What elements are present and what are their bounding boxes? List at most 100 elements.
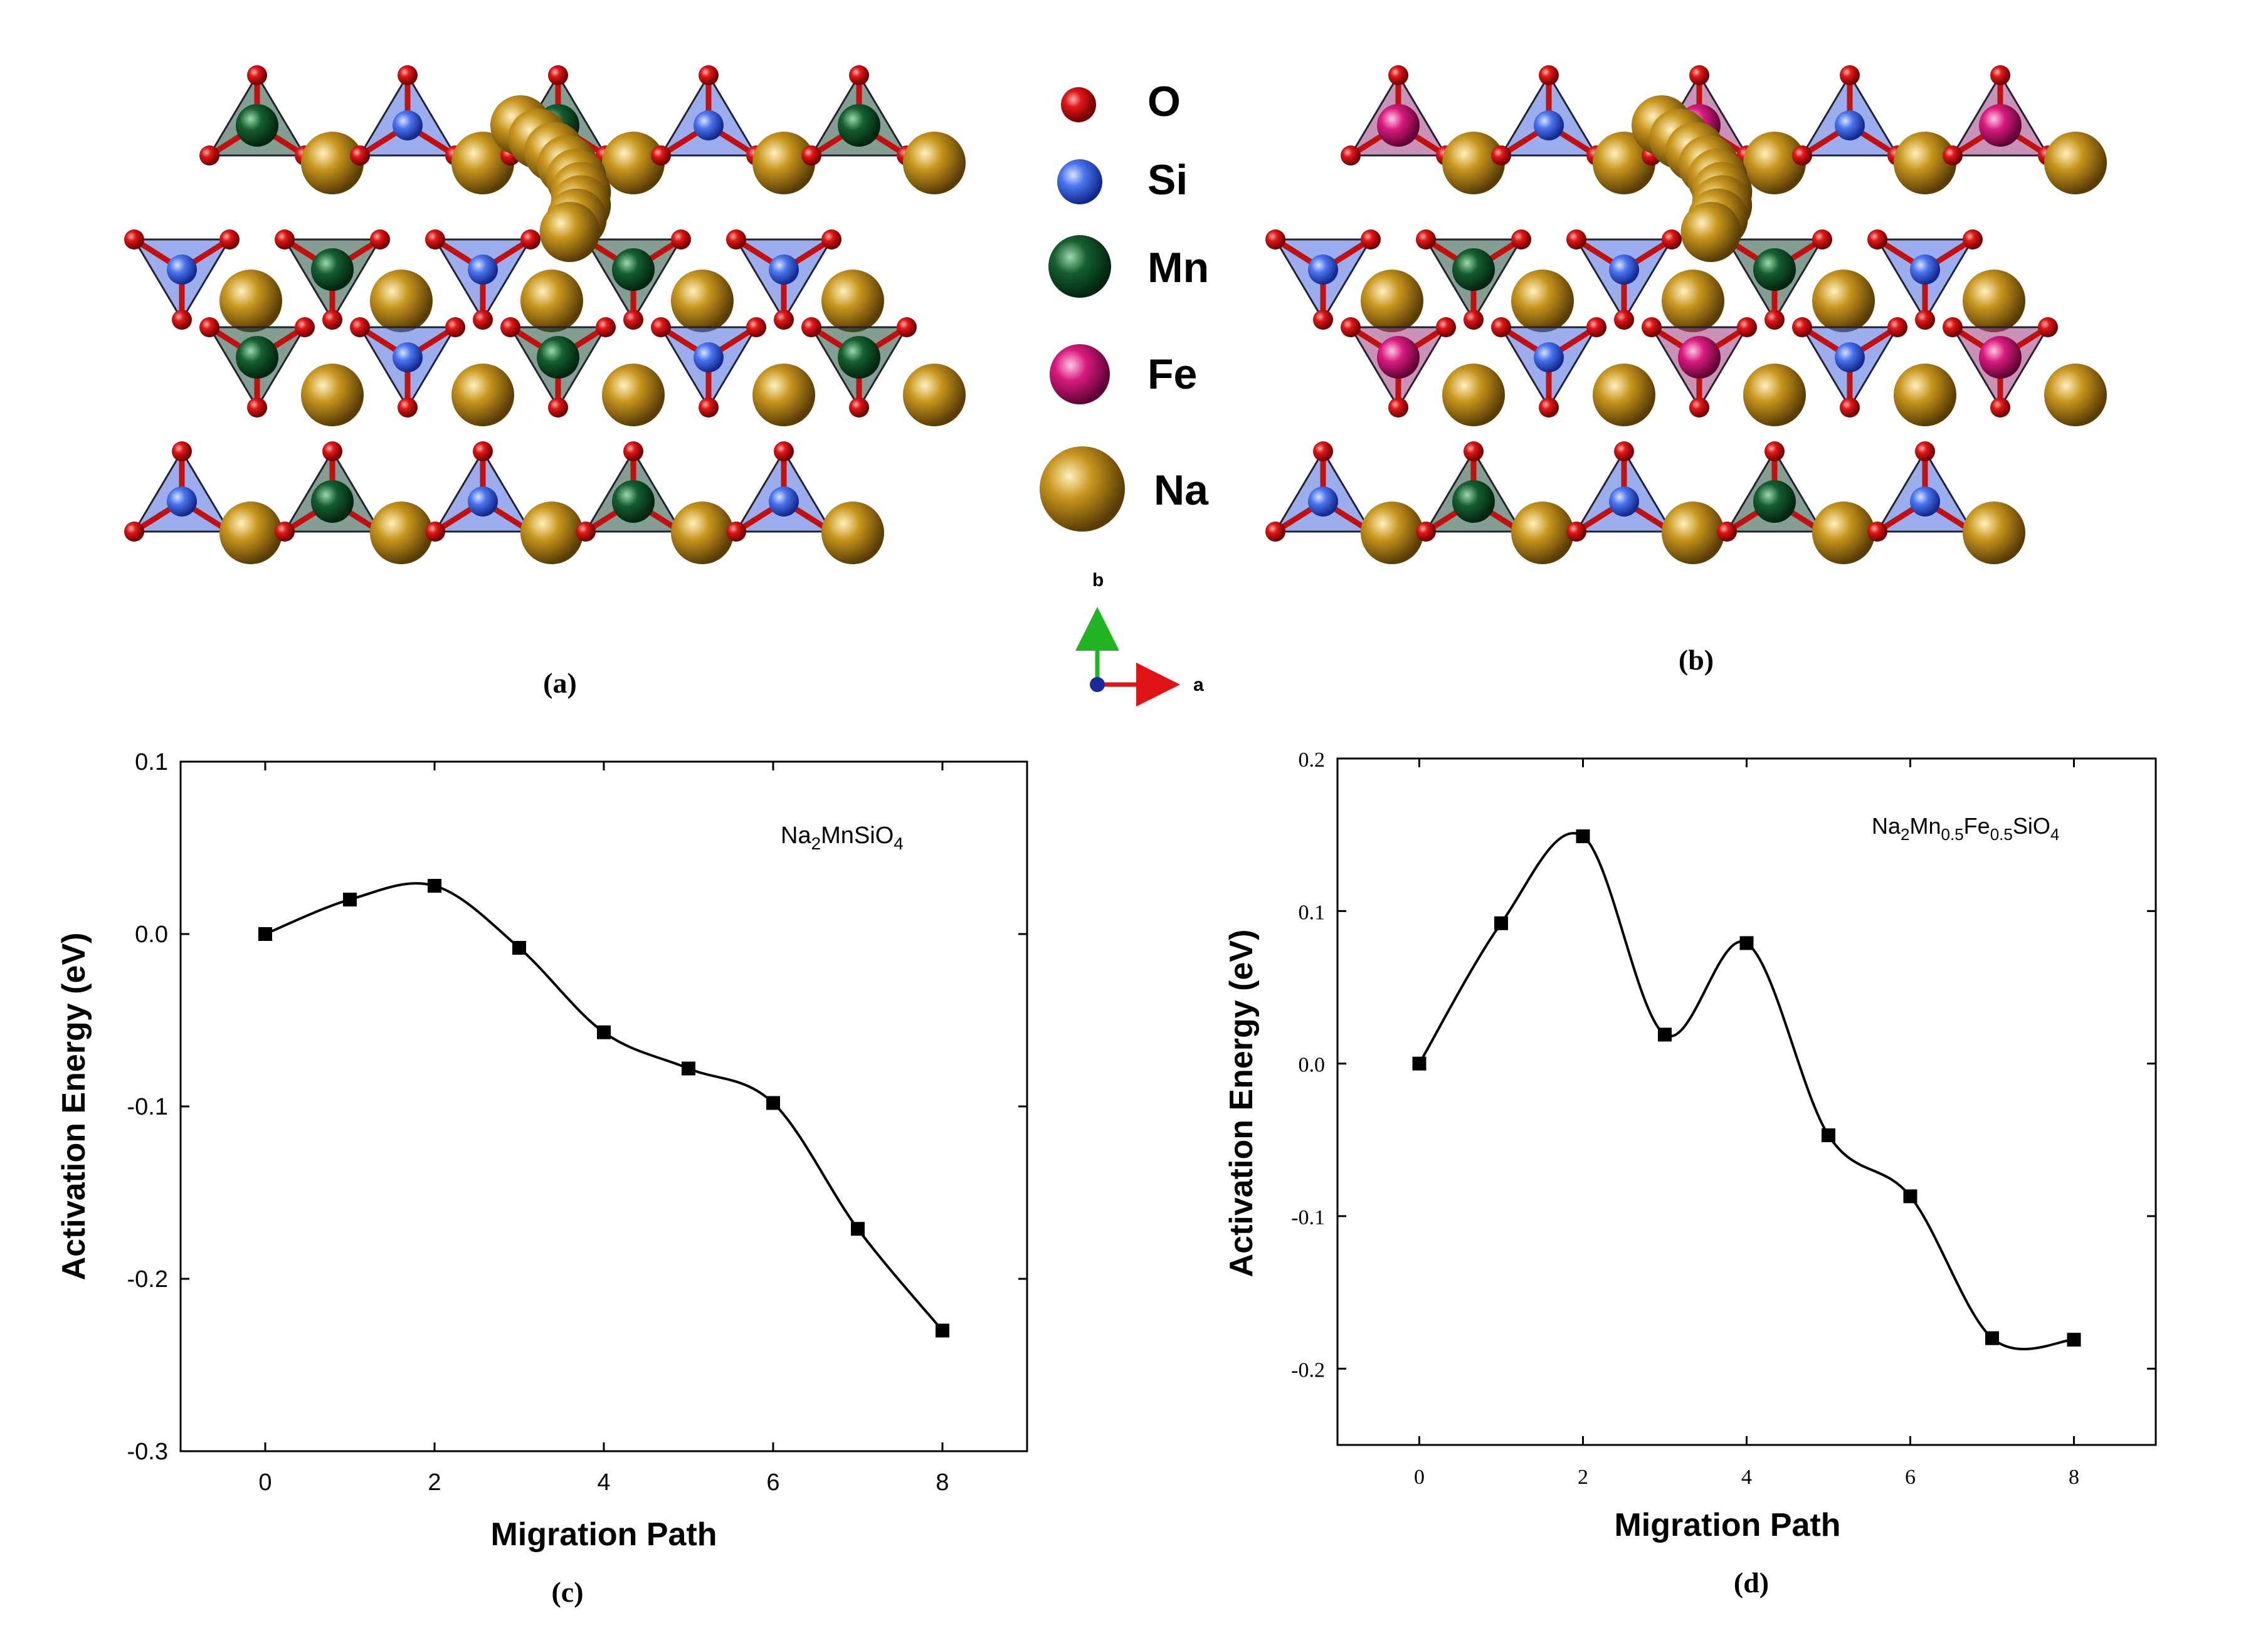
si-atom [468,255,498,285]
o-atom [350,145,370,165]
data-point [1903,1189,1917,1204]
mn-atom [1452,480,1495,523]
o-atom [1511,229,1531,249]
o-atom [247,65,267,85]
fe-atom [1377,104,1420,147]
fe-atom [1979,104,2022,147]
si-atom [1609,255,1639,285]
crystal-structure-b [1265,65,2107,564]
o-atom [1566,229,1586,249]
na-atom [1812,270,1875,332]
o-atom [774,441,794,461]
o-atom [1566,522,1586,542]
x-ticks: 0 2 4 6 8 [258,762,949,1496]
si-atom [167,255,197,285]
y-tick-label: -0.1 [1291,1206,1325,1229]
na-atom [671,270,734,332]
fe-atom [1377,336,1420,379]
o-atom [1887,317,1907,337]
na-atom [821,270,884,332]
fe-atom [1979,336,2022,379]
si-atom [694,342,724,372]
o-atom [1361,229,1381,249]
na-atom [1442,364,1505,426]
mn-atom [612,480,655,523]
o-atom [473,441,493,461]
na-atom [1963,501,2025,564]
o-atom [520,229,541,249]
na-atom [1593,132,1655,194]
na-atom [451,132,514,194]
o-atom [1764,310,1785,330]
o-atom [1689,397,1709,417]
si-atom [393,110,423,140]
na-atom [520,501,583,564]
panel-label-b: (b) [1679,644,1714,676]
na-atom [2044,364,2107,426]
o-atom [1464,310,1484,330]
legend-swatch-o [1061,87,1096,122]
na-atom [451,364,514,426]
o-atom [1717,522,1737,542]
o-atom [1416,522,1436,542]
o-atom [746,317,766,337]
mn-atom [612,248,655,291]
c-axis-dot [1090,677,1105,692]
series-markers [258,879,949,1338]
data-point [1494,916,1508,930]
si-atom [1835,110,1865,140]
si-atom [1835,342,1865,372]
o-atom [699,397,719,417]
legend-swatch-si [1057,159,1102,204]
o-atom [398,397,418,417]
si-atom [1910,486,1940,517]
o-atom [726,229,746,249]
o-atom [124,229,144,249]
na-atom [1963,270,2025,332]
data-point [343,893,357,906]
o-atom [548,65,568,85]
y-tick-label: -0.2 [1291,1358,1325,1382]
si-atom [1534,110,1564,140]
na-atom [821,501,884,564]
x-tick-label: 4 [597,1469,610,1496]
o-atom [172,310,192,330]
o-atom [1388,65,1408,85]
o-atom [1313,441,1333,461]
o-atom [398,65,418,85]
o-atom [623,310,643,330]
si-atom [1534,342,1564,372]
x-tick-label: 8 [936,1469,949,1496]
o-atom [623,441,643,461]
o-atom [1265,229,1285,249]
o-atom [726,522,746,542]
title-part: Na [781,822,811,849]
title-sub: 0.5 [1941,825,1964,844]
o-atom [1464,441,1484,461]
o-atom [1689,65,1709,85]
mn-atom [1452,248,1495,291]
o-atom [651,145,671,165]
o-atom [247,397,267,417]
si-atom [1609,486,1639,517]
axis-indicator: b a [1075,570,1204,706]
na-atom [1743,132,1806,194]
o-atom [2038,317,2058,337]
o-atom [473,310,493,330]
o-atom [370,229,390,249]
na-atom [1680,202,1741,262]
o-atom [1737,317,1757,337]
y-tick-label: -0.3 [127,1439,168,1465]
o-atom [1764,441,1785,461]
title-part: SiO [2013,813,2050,839]
o-atom [548,397,568,417]
o-atom [1840,65,1860,85]
si-atom [769,486,799,517]
na-atom [1743,364,1806,426]
series-markers [1412,829,2081,1347]
o-atom [1341,317,1361,337]
title-part: Mn [1910,813,1941,839]
data-point [428,879,441,893]
o-atom [651,317,671,337]
